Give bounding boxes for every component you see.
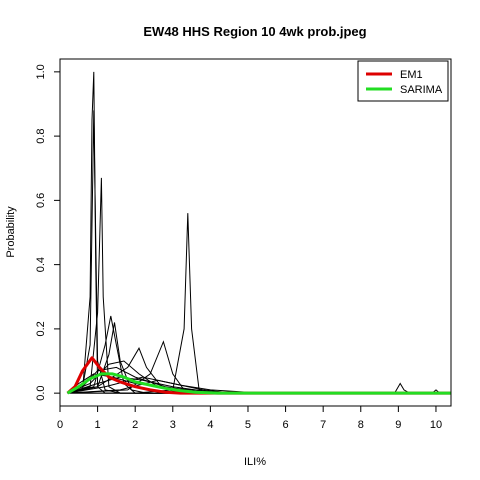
legend: EM1 SARIMA [357, 60, 449, 102]
x-tick-label: 2 [132, 419, 138, 431]
x-tick-label: 5 [245, 419, 251, 431]
x-tick-label: 9 [395, 419, 401, 431]
legend-box [357, 60, 449, 102]
x-tick-label: 7 [320, 419, 326, 431]
y-tick-label: 0.6 [35, 193, 47, 208]
series-line-em1 [66, 356, 451, 395]
x-tick-label: 8 [358, 419, 364, 431]
x-tick-label: 1 [95, 419, 101, 431]
y-tick-label: 0.2 [35, 321, 47, 336]
x-tick-label: 10 [430, 419, 442, 431]
x-axis: 0 1 2 3 4 5 6 7 8 9 10 [57, 406, 442, 431]
y-tick-label: 1.0 [35, 64, 47, 79]
legend-label-em1: EM1 [400, 69, 423, 81]
y-axis: 0.0 0.2 0.4 0.6 0.8 1.0 [35, 64, 60, 401]
background-series-line-2 [67, 177, 451, 394]
x-axis-label: ILI% [244, 456, 266, 468]
y-tick-label: 0.0 [35, 385, 47, 400]
series-line-sarima [66, 372, 451, 395]
x-tick-label: 0 [57, 419, 63, 431]
x-tick-label: 6 [283, 419, 289, 431]
plot-frame [59, 58, 452, 407]
x-tick-label: 4 [207, 419, 213, 431]
chart-title: EW48 HHS Region 10 4wk prob.jpeg [143, 24, 366, 39]
y-tick-label: 0.4 [35, 257, 47, 272]
x-tick-label: 3 [170, 419, 176, 431]
y-tick-label: 0.8 [35, 128, 47, 143]
y-axis-label: Probability [5, 206, 17, 258]
legend-label-sarima: SARIMA [400, 84, 443, 96]
main-series-group [66, 356, 451, 395]
